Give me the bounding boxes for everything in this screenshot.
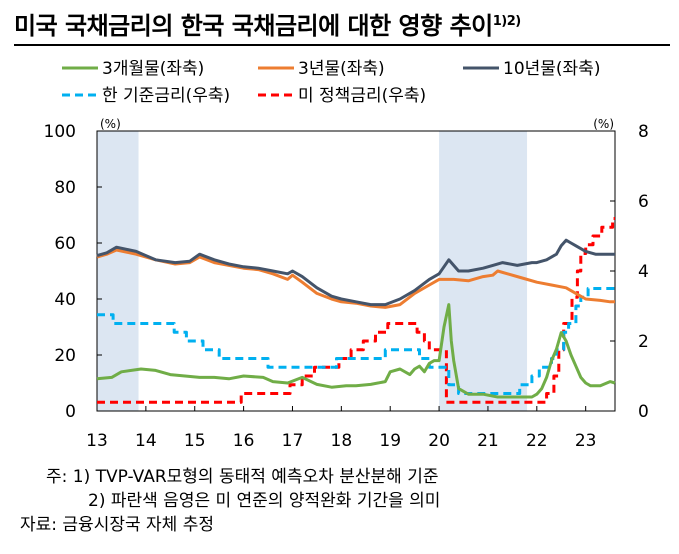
legend-label-2: 3년물(좌축) — [298, 59, 385, 79]
x-axis-tick-label: 14 — [135, 431, 157, 451]
left-axis-tick-label: 100 — [44, 122, 76, 142]
left-axis-tick-label: 40 — [54, 290, 76, 310]
title-underline — [14, 44, 670, 46]
footnote-2: 2) 파란색 음영은 미 연준의 양적완화 기간을 의미 — [88, 491, 441, 511]
left-axis-tick-label: 0 — [65, 402, 76, 422]
series-line-3 — [96, 238, 615, 307]
x-axis-tick-label: 21 — [477, 431, 499, 451]
chart-area: 3개월물(좌축) 3년물(좌축) 10년물(좌축) 한 기준금리(우축) 미 정책금리(… — [44, 59, 649, 451]
legend-label-1: 3개월물(좌축) — [102, 59, 204, 79]
right-axis-tick-label: 2 — [638, 332, 649, 352]
right-axis-tick-label: 8 — [638, 122, 649, 142]
series-line-2 — [96, 248, 615, 309]
series-lines-group — [96, 217, 616, 404]
source-note: 자료: 금융시장국 자체 추정 — [20, 515, 214, 535]
chart-title-text: 미국 국채금리의 한국 국채금리에 대한 영향 추이 — [14, 12, 493, 40]
series-line-4 — [97, 287, 615, 395]
series-line-1 — [96, 303, 616, 399]
legend: 3개월물(좌축) 3년물(좌축) 10년물(좌축) 한 기준금리(우축) 미 정책금리(… — [62, 59, 600, 106]
x-axis-tick-label: 16 — [233, 431, 255, 451]
qe-shading-band-2 — [439, 131, 528, 411]
x-axis-tick-label: 20 — [428, 431, 450, 451]
chart-title: 미국 국채금리의 한국 국채금리에 대한 영향 추이1)2) — [14, 6, 521, 41]
legend-label-5: 미 정책금리(우축) — [298, 86, 426, 106]
chart-title-footnote-marks: 1)2) — [492, 14, 521, 29]
x-axis-tick-label: 23 — [575, 431, 597, 451]
x-axis-tick-label: 15 — [184, 431, 206, 451]
footnote-1: 주: 1) TVP-VAR모형의 동태적 예측오차 분산분해 기준 — [46, 467, 439, 487]
axes-group: 0 20 40 60 80 100 0 2 4 6 8 (%) (%) 13 14 15 16 17 18 19 20 2… — [44, 117, 649, 451]
right-axis-tick-label: 4 — [638, 262, 649, 282]
legend-label-3: 10년물(좌축) — [503, 59, 600, 79]
plot-frame — [96, 130, 616, 412]
right-axis-tick-label: 0 — [638, 402, 649, 422]
x-axis-tick-label: 17 — [282, 431, 304, 451]
legend-label-4: 한 기준금리(우축) — [102, 86, 230, 106]
x-axis-tick-label: 19 — [379, 431, 401, 451]
x-axis-tick-label: 13 — [86, 431, 108, 451]
right-axis-unit: (%) — [593, 117, 614, 131]
qe-shading-band-1 — [97, 131, 139, 411]
x-axis-tick-label: 22 — [526, 431, 548, 451]
left-axis-unit: (%) — [100, 117, 121, 131]
right-axis-tick-label: 6 — [638, 192, 649, 212]
left-axis-tick-label: 60 — [54, 234, 76, 254]
x-axis-tick-label: 18 — [331, 431, 353, 451]
series-line-5 — [97, 217, 615, 404]
left-axis-tick-label: 80 — [54, 178, 76, 198]
left-axis-tick-label: 20 — [54, 346, 76, 366]
